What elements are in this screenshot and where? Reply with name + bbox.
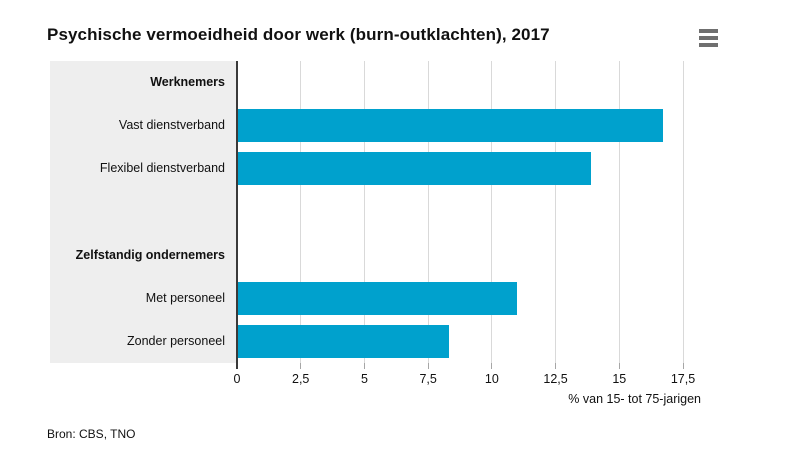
gridline-12,5 [555,61,557,363]
x-tick-label: 10 [484,372,499,386]
bar-vast-dienstverband[interactable] [237,109,663,143]
x-tick-mark [682,363,684,369]
x-tick-mark [555,363,557,369]
x-tick-mark [363,363,365,369]
gridline-10 [491,61,493,363]
group-header-werknemers: Werknemers [150,75,225,89]
hamburger-menu-icon[interactable] [699,29,718,47]
x-tick-label: 7,5 [419,372,437,386]
x-tick-label: 2,5 [292,372,310,386]
bar-chart: Werknemers Vast dienstverband Flexibel die… [50,61,701,410]
gridline-17,5 [682,61,684,363]
hamburger-bar [699,43,718,47]
bar-met-personeel[interactable] [237,281,518,315]
bar-zonder-personeel[interactable] [237,324,449,358]
x-tick-label: 12,5 [543,372,568,386]
x-tick-label: 17,5 [670,372,696,386]
x-tick-label: 5 [360,372,368,386]
x-tick-label: 15 [612,372,627,386]
plot-area [237,61,701,363]
category-label-panel: Werknemers Vast dienstverband Flexibel die… [50,61,237,363]
x-axis-label: % van 15- tot 75-jarigen [568,392,701,406]
source-note: Bron: CBS, TNO [47,427,136,441]
gridline-7,5 [427,61,429,363]
x-tick-mark [491,363,493,369]
bar-flexibel-dienstverband[interactable] [237,152,592,186]
chart-title: Psychische vermoeidheid door werk (burn-… [47,25,550,44]
hamburger-bar [699,36,718,40]
gridline-2,5 [300,61,302,363]
category-label-zonder-personeel: Zonder personeel [127,333,225,348]
category-label-flexibel-dienstverband: Flexibel dienstverband [99,161,225,176]
gridline-5 [363,61,365,363]
x-tick-mark [300,363,302,369]
category-label-vast-dienstverband: Vast dienstverband [118,118,225,133]
category-label-met-personeel: Met personeel [145,290,225,305]
group-header-zelfstandig-ondernemers: Zelfstandig ondernemers [75,247,225,262]
x-tick-mark [618,363,620,369]
gridline-15 [618,61,620,363]
x-tick-label: 0 [233,372,241,386]
hamburger-bar [699,29,718,33]
y-axis-line [236,61,238,369]
x-tick-mark [427,363,429,369]
